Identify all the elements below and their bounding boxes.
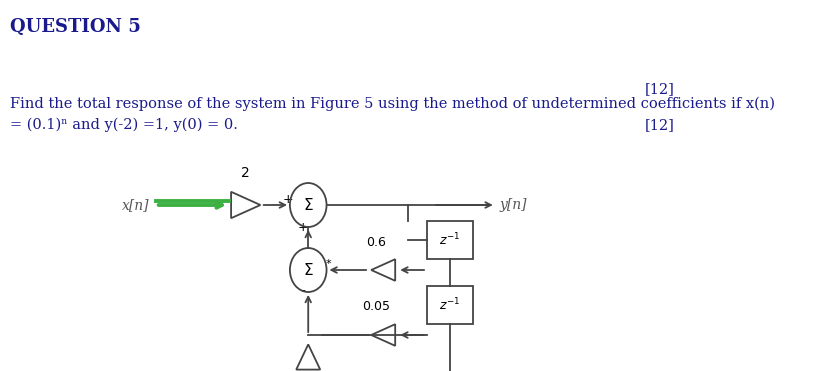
Text: x[n]: x[n] — [122, 198, 150, 212]
Text: y[n]: y[n] — [500, 198, 528, 212]
Text: $\Sigma$: $\Sigma$ — [303, 197, 313, 213]
Text: 0.6: 0.6 — [367, 236, 386, 249]
Text: [12]: [12] — [645, 118, 675, 132]
Text: $z^{-1}$: $z^{-1}$ — [439, 297, 460, 313]
Text: [12]: [12] — [645, 82, 675, 96]
Text: $z^{-1}$: $z^{-1}$ — [439, 232, 460, 248]
Text: Find the total response of the system in Figure 5 using the method of undetermin: Find the total response of the system in… — [10, 97, 775, 111]
Text: $\Sigma$: $\Sigma$ — [303, 262, 313, 278]
Text: +: + — [283, 193, 293, 206]
Text: = (0.1)ⁿ and y(-2) =1, y(0) = 0.: = (0.1)ⁿ and y(-2) =1, y(0) = 0. — [10, 118, 238, 132]
Text: -: - — [301, 285, 306, 299]
Text: 0.05: 0.05 — [363, 301, 390, 313]
Text: +: + — [298, 220, 308, 233]
Text: *: * — [326, 259, 331, 269]
Text: 2: 2 — [242, 166, 250, 180]
Text: QUESTION 5: QUESTION 5 — [10, 18, 141, 36]
